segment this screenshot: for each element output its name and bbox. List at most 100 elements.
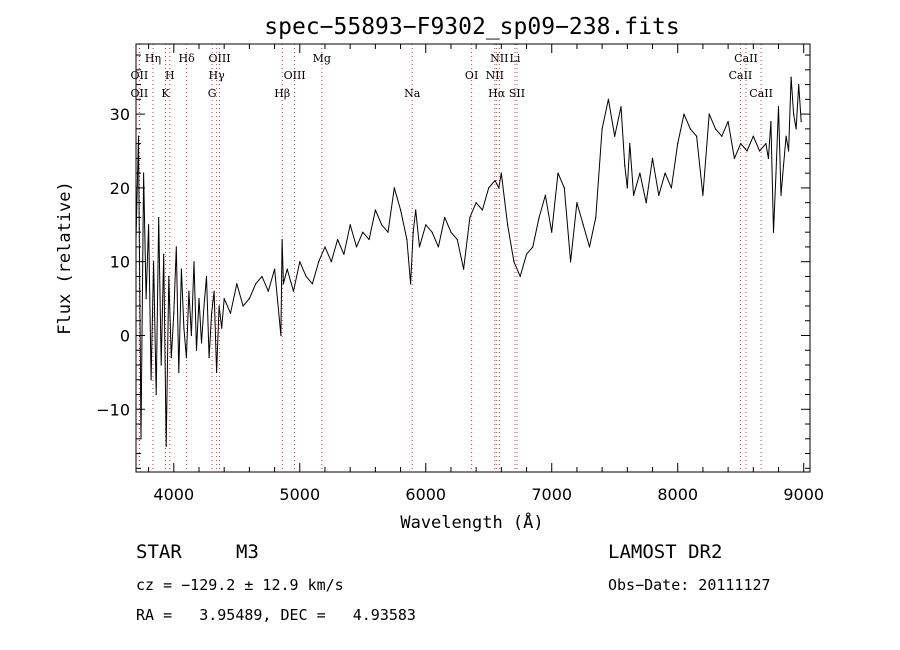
data-point-24 [195, 349, 198, 351]
data-point-75 [450, 231, 452, 233]
data-point-3 [142, 172, 145, 174]
data-point-139 [793, 113, 795, 115]
data-point-38 [242, 305, 244, 307]
line-label-21: CaII [749, 87, 773, 100]
x-axis-label: Wavelength (Å) [400, 511, 543, 533]
x-tick-label-1: 5000 [279, 485, 320, 504]
y-axis-label: Flux (relative) [55, 181, 75, 335]
data-point-76 [456, 238, 458, 241]
data-point-115 [683, 113, 685, 115]
data-point-43 [273, 268, 276, 270]
data-point-131 [772, 231, 775, 233]
data-point-31 [213, 290, 215, 292]
data-point-120 [714, 128, 717, 130]
data-point-27 [203, 305, 205, 307]
x-tick-label-4: 8000 [657, 485, 698, 504]
data-point-1 [137, 135, 140, 137]
cz-value: cz = −129.2 ± 12.9 km/s [136, 576, 344, 594]
data-point-77 [462, 268, 465, 270]
spectrum-line-0 [135, 76, 802, 447]
data-point-94 [563, 187, 565, 189]
data-point-82 [494, 179, 496, 182]
data-point-17 [178, 371, 180, 373]
data-point-111 [658, 194, 660, 196]
data-point-11 [163, 253, 165, 255]
data-point-88 [525, 253, 528, 255]
data-point-14 [170, 357, 172, 359]
data-point-66 [406, 238, 408, 241]
series-layer [135, 76, 802, 447]
axes-layer: 4000 5000 6000 7000 8000 9000 −10 0 10 20 30 [96, 44, 824, 504]
x-tick-label-5: 9000 [783, 485, 824, 504]
ra-dec: RA = 3.95489, DEC = 4.93583 [136, 606, 416, 624]
data-point-132 [775, 172, 777, 174]
data-point-121 [721, 135, 723, 137]
data-point-100 [601, 128, 603, 130]
data-point-28 [205, 275, 208, 278]
data-point-102 [614, 135, 616, 137]
x-tick-label-0: 4000 [153, 485, 194, 504]
line-label-19: CaII [734, 52, 758, 65]
data-point-80 [481, 209, 484, 211]
data-point-53 [324, 246, 326, 248]
line-label-3: H [165, 69, 175, 82]
data-point-13 [168, 275, 170, 278]
data-point-71 [425, 224, 427, 226]
y-tick-label-1: 0 [120, 326, 130, 345]
data-point-18 [180, 268, 182, 270]
data-point-118 [702, 194, 704, 196]
data-point-138 [790, 76, 792, 78]
data-point-33 [218, 305, 220, 307]
data-point-59 [362, 231, 364, 233]
chart-title: spec−55893−F9302_sp09−238.fits [264, 14, 679, 40]
data-point-65 [399, 209, 402, 211]
data-point-23 [193, 261, 195, 263]
data-point-126 [752, 135, 754, 137]
data-point-60 [368, 238, 370, 241]
data-point-25 [198, 297, 200, 300]
y-tick-label-0: −10 [96, 400, 130, 419]
y-tick-label-3: 20 [110, 179, 130, 198]
data-point-73 [437, 246, 439, 248]
data-point-62 [381, 224, 383, 226]
data-point-51 [311, 283, 313, 285]
data-point-78 [469, 216, 471, 219]
data-point-123 [733, 157, 736, 159]
line-label-16: Hα [488, 87, 506, 100]
line-label-1: OII [131, 87, 149, 100]
data-point-20 [185, 357, 187, 359]
data-point-69 [415, 209, 417, 211]
data-point-84 [500, 172, 502, 174]
y-tick-label-2: 10 [110, 253, 130, 272]
line-label-9: Hβ [274, 87, 290, 100]
data-point-12 [165, 445, 167, 447]
data-point-16 [175, 246, 177, 248]
data-point-86 [513, 261, 515, 263]
line-label-15: NII [486, 69, 504, 82]
data-point-141 [798, 83, 800, 86]
data-point-95 [570, 261, 572, 263]
data-point-67 [410, 283, 412, 285]
line-label-17: Li [510, 52, 521, 65]
data-point-35 [223, 297, 225, 300]
data-point-135 [782, 165, 785, 167]
data-point-52 [318, 261, 320, 263]
line-label-6: OIII [208, 52, 230, 65]
data-point-105 [626, 187, 628, 189]
data-point-109 [645, 202, 647, 204]
data-point-19 [183, 327, 185, 329]
survey-name: LAMOST DR2 [608, 541, 723, 563]
data-point-104 [624, 165, 626, 167]
data-point-47 [286, 268, 288, 270]
data-point-44 [280, 334, 282, 337]
obs-date: Obs−Date: 20111127 [608, 576, 771, 594]
data-point-6 [150, 379, 152, 381]
data-point-26 [200, 342, 203, 344]
data-point-127 [759, 150, 761, 152]
data-point-74 [444, 216, 446, 219]
data-point-90 [538, 216, 540, 219]
data-point-55 [336, 238, 339, 241]
data-point-48 [292, 290, 295, 292]
data-point-110 [651, 157, 654, 159]
